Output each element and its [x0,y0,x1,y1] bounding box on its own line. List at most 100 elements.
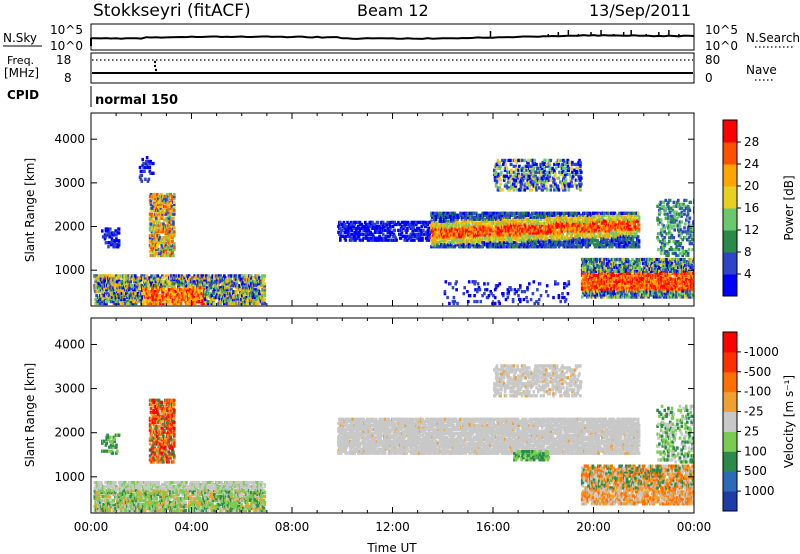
power-cell [519,231,522,235]
power-cell [169,282,172,286]
power-cell [159,301,162,306]
power-cell [173,232,176,236]
power-cell [455,221,458,225]
power-cell [186,301,189,306]
power-cell [231,284,234,288]
power-cell [513,217,517,221]
power-cell [529,219,532,223]
power-cell [505,237,509,241]
power-cell [454,241,458,245]
power-cell [456,227,459,231]
power-cell [517,211,520,215]
power-cell [117,241,121,245]
power-cell [609,229,612,233]
power-cell [518,158,521,163]
power-cell [196,294,199,298]
power-cell [163,240,166,244]
power-cell [241,292,245,296]
power-cell [492,227,495,231]
power-cell [603,237,607,241]
power-cell [588,219,591,223]
power-cell [483,229,486,233]
power-cell [637,227,641,231]
power-cell [208,278,212,282]
power-cell [167,278,170,282]
power-cell [628,229,632,233]
power-cell [166,290,169,294]
power-cell [585,243,589,247]
power-cell [112,297,115,302]
power-cell [263,294,267,298]
power-cell [475,215,478,219]
power-cell [628,227,632,231]
power-cell [392,238,396,242]
power-cell [198,290,202,294]
power-cell [485,231,489,235]
power-cell [129,280,133,284]
power-cell [628,241,632,245]
power-cell [358,220,362,225]
power-cell [581,227,584,231]
power-cell [592,213,596,217]
power-cell [156,245,159,250]
power-cell [247,280,250,284]
power-cell [496,219,500,223]
power-cell [597,219,600,223]
power-cell [400,224,404,229]
power-cell [609,215,612,219]
power-cell [447,229,450,233]
power-cell [125,290,129,294]
power-cell [612,233,616,237]
power-cell [231,280,234,284]
power-cell [499,164,502,168]
power-cell [575,215,579,219]
power-cell [154,274,158,278]
power-cell [544,239,547,243]
power-cell [515,166,518,170]
power-cell [408,222,412,227]
power-cell [624,211,627,215]
power-cell [153,200,156,204]
power-cell [171,230,174,234]
cpid-panel: CPID normal 150 [7,86,178,108]
power-cell [619,225,623,229]
power-cell [546,221,549,225]
power-cell [431,235,434,239]
power-cell [516,245,520,249]
power-cell [610,245,614,249]
power-cell [515,174,518,178]
power-cell [635,233,638,237]
power-cell [154,204,157,208]
power-cell [466,223,469,227]
power-cell [510,174,513,178]
power-cell [170,212,173,216]
power-cell [505,211,509,215]
power-cell [536,245,539,249]
power-cell [261,301,265,306]
power-cell [132,284,135,288]
power-cell [520,211,523,215]
power-cell [152,292,155,296]
power-cell [614,219,618,223]
power-cell [509,158,512,163]
power-cell [107,288,111,292]
power-cell [164,226,167,230]
power-cell [544,213,547,217]
power-cell [395,238,398,242]
power-cell [168,299,171,304]
power-cell [104,295,107,300]
power-cell [151,238,155,242]
power-cell [201,299,204,304]
power-cell [497,172,501,176]
power-cell [164,212,168,216]
power-cell [512,188,516,192]
power-cell [102,276,106,280]
power-cell [450,219,453,223]
power-cell [409,232,413,236]
power-cell [502,178,506,182]
power-cell [536,235,539,239]
power-cell [355,232,358,236]
power-cell [630,213,634,217]
power-cell [209,284,213,288]
power-cell [466,239,469,243]
